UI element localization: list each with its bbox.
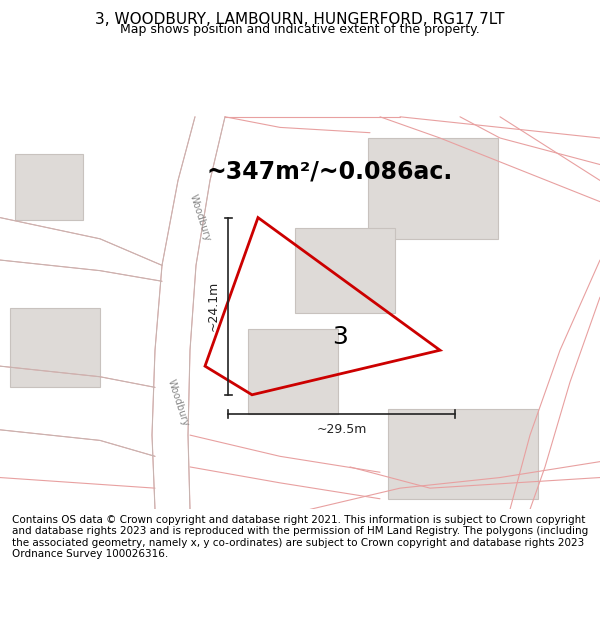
Bar xyxy=(388,409,538,499)
Text: Map shows position and indicative extent of the property.: Map shows position and indicative extent… xyxy=(120,23,480,36)
Bar xyxy=(10,308,100,388)
Text: 3: 3 xyxy=(332,326,348,349)
Bar xyxy=(368,138,498,239)
Bar xyxy=(295,228,395,313)
Text: ~29.5m: ~29.5m xyxy=(316,423,367,436)
Bar xyxy=(15,154,83,220)
Text: ~347m²/~0.086ac.: ~347m²/~0.086ac. xyxy=(207,160,453,184)
Text: Woodbury: Woodbury xyxy=(166,378,190,428)
Text: ~24.1m: ~24.1m xyxy=(207,281,220,331)
Bar xyxy=(248,329,338,414)
Text: Woodbury: Woodbury xyxy=(188,192,212,242)
Text: Contains OS data © Crown copyright and database right 2021. This information is : Contains OS data © Crown copyright and d… xyxy=(12,515,588,559)
Text: 3, WOODBURY, LAMBOURN, HUNGERFORD, RG17 7LT: 3, WOODBURY, LAMBOURN, HUNGERFORD, RG17 … xyxy=(95,12,505,27)
